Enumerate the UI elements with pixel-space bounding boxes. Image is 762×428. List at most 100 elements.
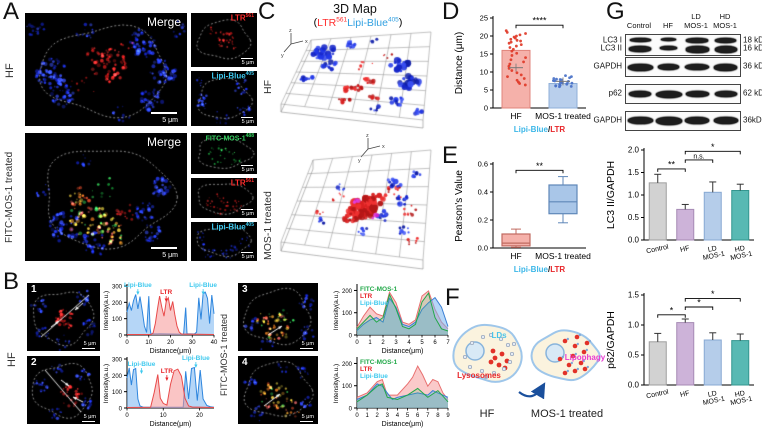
panel-f-letter: F xyxy=(445,284,460,311)
svg-text:Intensity(a.u.): Intensity(a.u.) xyxy=(103,364,110,403)
panel-b-mos-label: FITC-MOS-1 treated xyxy=(219,313,229,396)
blot-band xyxy=(714,46,737,53)
blot-band xyxy=(661,38,677,41)
svg-text:Distance(μm): Distance(μm) xyxy=(150,421,192,428)
svg-text:0: 0 xyxy=(349,334,353,340)
scale-bar xyxy=(151,247,177,249)
svg-text:Intensity(a.u.): Intensity(a.u.) xyxy=(103,291,110,330)
svg-text:Lipi-Blue: Lipi-Blue xyxy=(124,282,152,289)
svg-text:4: 4 xyxy=(407,340,411,346)
lipiblue-label: Lipi-Blue405 xyxy=(347,16,399,29)
f-hf-caption: HF xyxy=(480,408,495,420)
svg-text:1.5: 1.5 xyxy=(628,168,640,177)
svg-text:0.0: 0.0 xyxy=(628,381,640,390)
svg-text:LC3 II/GAPDH: LC3 II/GAPDH xyxy=(605,161,617,229)
image-number: 1 xyxy=(31,284,37,295)
svg-text:0.4: 0.4 xyxy=(478,188,488,197)
image-number: 4 xyxy=(242,357,248,368)
b-image-3-canvas xyxy=(238,283,318,351)
svg-text:*: * xyxy=(697,298,701,308)
lane-label-hd: HD xyxy=(719,12,731,21)
b-image-1-canvas xyxy=(27,283,100,351)
svg-text:8: 8 xyxy=(436,413,440,419)
svg-text:*: * xyxy=(670,305,674,315)
lane-label-ld-mos: MOS-1 xyxy=(684,21,708,30)
svg-text:100: 100 xyxy=(342,384,353,390)
svg-text:40: 40 xyxy=(211,340,218,346)
kd-36a: 36 kD xyxy=(743,61,762,71)
blot-band xyxy=(714,63,738,71)
blot-band xyxy=(655,90,682,98)
lds-label: LDs xyxy=(491,331,507,340)
svg-text:Distance (μm): Distance (μm) xyxy=(454,32,465,94)
svg-text:1.0: 1.0 xyxy=(628,321,640,330)
svg-text:3: 3 xyxy=(394,340,398,346)
svg-text:Lipi-Blue/LTR: Lipi-Blue/LTR xyxy=(514,125,566,134)
cell-schematic: LDs Lysosomes Lipophagy HF MOS-1 treated xyxy=(452,323,606,420)
mos-merge-image: Merge 5 μm xyxy=(25,133,187,261)
svg-text:6: 6 xyxy=(416,413,420,419)
blot-band xyxy=(714,90,737,97)
blot-band xyxy=(686,38,709,43)
svg-text:1: 1 xyxy=(365,413,369,419)
panel-g-letter: G xyxy=(606,0,625,25)
svg-text:30: 30 xyxy=(189,340,196,346)
panel-a-letter: A xyxy=(3,0,20,25)
blot-band xyxy=(713,117,738,124)
svg-text:1.5: 1.5 xyxy=(628,291,640,300)
svg-text:20: 20 xyxy=(167,340,174,346)
lane-label-ld: LD xyxy=(691,12,701,21)
scale-bar xyxy=(151,112,177,114)
mos-lipiblue-inset: Lipi-Blue405 5 μm xyxy=(191,222,257,261)
svg-text:HF: HF xyxy=(680,245,691,254)
scale-label: 5 μm xyxy=(162,252,178,259)
svg-text:HF: HF xyxy=(510,251,521,261)
mos-fitc-canvas xyxy=(191,133,257,174)
svg-text:Intensity(a.u.): Intensity(a.u.) xyxy=(333,364,340,403)
scale-bar xyxy=(300,420,313,422)
svg-text:MOS-1 treated: MOS-1 treated xyxy=(535,251,591,261)
svg-text:10: 10 xyxy=(160,413,167,419)
c-subtitle: (LTR561Lipi-Blue405) xyxy=(283,16,433,29)
svg-text:LTR: LTR xyxy=(360,293,372,300)
svg-text:0: 0 xyxy=(125,340,129,346)
svg-text:Lipi-Blue: Lipi-Blue xyxy=(128,361,156,368)
svg-text:200: 200 xyxy=(342,362,353,368)
c-title: 3D Map xyxy=(333,2,377,16)
svg-text:**: ** xyxy=(536,161,544,171)
svg-text:2: 2 xyxy=(376,413,380,419)
svg-text:20: 20 xyxy=(480,32,488,41)
b-image-4-canvas xyxy=(238,356,318,424)
svg-text:HF: HF xyxy=(680,390,691,399)
svg-text:0: 0 xyxy=(484,104,488,113)
scale-bar xyxy=(241,208,253,210)
svg-text:5: 5 xyxy=(484,86,488,95)
svg-text:LDMOS-1: LDMOS-1 xyxy=(701,389,726,407)
c-hf-label: HF xyxy=(262,80,274,94)
svg-text:0.6: 0.6 xyxy=(478,160,488,169)
blot-band xyxy=(685,63,710,70)
kd-36b: 36kD xyxy=(743,115,762,125)
lane-label-control: Control xyxy=(626,21,652,30)
svg-text:0.5: 0.5 xyxy=(628,351,640,360)
pearson-chart: 0.0 0.2 0.4 0.6 Pearson's Value ** HF MOS-1 tre… xyxy=(454,160,591,275)
kd-62: 62 kD xyxy=(743,88,762,98)
merge-label: Merge xyxy=(146,15,181,29)
c-mos-label: MOS-1 treated xyxy=(262,191,274,260)
svg-text:100: 100 xyxy=(112,317,123,323)
svg-text:*: * xyxy=(711,142,715,152)
svg-text:0.5: 0.5 xyxy=(628,213,640,222)
svg-text:3: 3 xyxy=(386,413,390,419)
svg-text:0: 0 xyxy=(355,340,359,346)
blot-band xyxy=(658,63,680,70)
svg-text:10: 10 xyxy=(145,340,152,346)
svg-text:7: 7 xyxy=(426,413,430,419)
scale-bar xyxy=(241,251,253,253)
svg-text:2.0: 2.0 xyxy=(628,146,640,155)
svg-text:15: 15 xyxy=(480,50,488,59)
svg-text:200: 200 xyxy=(112,374,123,380)
f-mos-caption: MOS-1 treated xyxy=(531,408,603,420)
row-label-gapdh2: GAPDH xyxy=(593,115,622,125)
